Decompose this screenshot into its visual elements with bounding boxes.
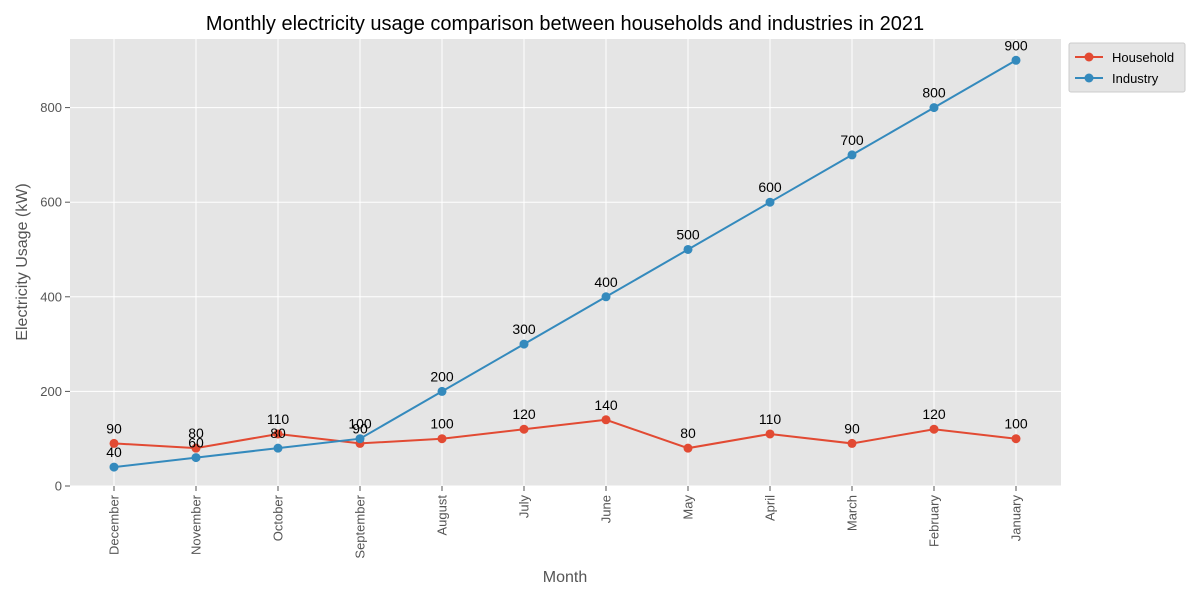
data-label-industry: 100 (348, 416, 372, 432)
point-industry (109, 462, 119, 472)
data-label-household: 120 (512, 406, 536, 422)
data-label-industry: 40 (106, 444, 122, 460)
series-line-industry (113, 59, 1017, 469)
legend: Household Industry (1068, 42, 1186, 93)
y-axis-label: Electricity Usage (kW) (14, 183, 31, 340)
data-label-household: 90 (844, 420, 860, 436)
x-tick-label: November (189, 494, 204, 555)
x-tick-label: May (681, 495, 696, 520)
point-industry (765, 197, 775, 207)
point-industry (273, 443, 283, 453)
data-label-household: 80 (680, 425, 696, 441)
data-label-industry: 200 (430, 368, 454, 384)
legend-industry-label: Industry (1112, 71, 1159, 86)
x-tick-label: June (599, 495, 614, 523)
series-line-household (113, 418, 1017, 450)
data-label-industry: 80 (270, 425, 286, 441)
data-label-household: 100 (430, 416, 454, 432)
point-household (601, 415, 611, 425)
point-industry (191, 453, 201, 463)
x-tick-label: March (845, 495, 860, 531)
point-industry (683, 244, 693, 254)
point-household (765, 429, 775, 439)
point-industry (355, 434, 365, 444)
x-tick-label: August (435, 495, 450, 536)
x-tick-label: October (271, 494, 286, 541)
y-tick-label: 600 (40, 195, 62, 210)
x-tick-label: January (1009, 495, 1024, 542)
point-household (437, 434, 447, 444)
point-industry (929, 103, 939, 113)
data-label-industry: 600 (758, 179, 782, 195)
legend-household-label: Household (1112, 50, 1174, 65)
point-industry (847, 150, 857, 160)
legend-industry-marker (1084, 73, 1094, 83)
plot-background (70, 39, 1061, 486)
y-tick-label: 200 (40, 384, 62, 399)
point-household (519, 424, 529, 434)
point-household (191, 443, 201, 453)
data-label-industry: 300 (512, 321, 536, 337)
data-label-household: 120 (922, 406, 946, 422)
x-tick-label: September (353, 494, 368, 558)
data-label-household: 110 (267, 411, 290, 427)
y-ticks: 0 200 400 600 800 (40, 100, 70, 494)
point-household (683, 443, 693, 453)
point-household (847, 438, 857, 448)
data-label-industry: 60 (188, 435, 204, 451)
chart-title: Monthly electricity usage comparison bet… (206, 13, 924, 35)
legend-box (1068, 42, 1186, 93)
series-layer (109, 55, 1021, 472)
point-industry (1011, 55, 1021, 65)
data-label-industry: 700 (840, 132, 864, 148)
data-label-industry: 500 (676, 226, 700, 242)
data-label-household: 90 (352, 420, 368, 436)
point-household (929, 424, 939, 434)
y-tick-label: 400 (40, 289, 62, 304)
point-industry (437, 386, 447, 396)
point-household (109, 438, 119, 448)
legend-household-marker (1084, 52, 1094, 62)
x-axis-label: Month (543, 569, 587, 586)
data-label-household: 140 (594, 397, 618, 413)
x-tick-label: February (927, 495, 942, 548)
point-industry (519, 339, 529, 349)
data-label-household: 80 (188, 425, 204, 441)
x-ticks: December November October September August Ju… (107, 486, 1024, 559)
data-label-industry: 800 (922, 85, 946, 101)
data-label-household: 90 (106, 420, 122, 436)
point-household (1011, 434, 1021, 444)
point-household (273, 429, 283, 439)
grid (70, 39, 1061, 487)
x-tick-label: July (517, 495, 532, 519)
data-label-industry: 400 (594, 274, 618, 290)
data-label-industry: 900 (1004, 37, 1028, 53)
x-tick-label: December (107, 494, 122, 555)
y-tick-label: 800 (40, 100, 62, 115)
data-label-household: 110 (759, 411, 782, 427)
point-industry (601, 292, 611, 302)
data-label-household: 100 (1004, 416, 1028, 432)
y-tick-label: 0 (55, 479, 62, 494)
x-tick-label: April (763, 495, 778, 521)
